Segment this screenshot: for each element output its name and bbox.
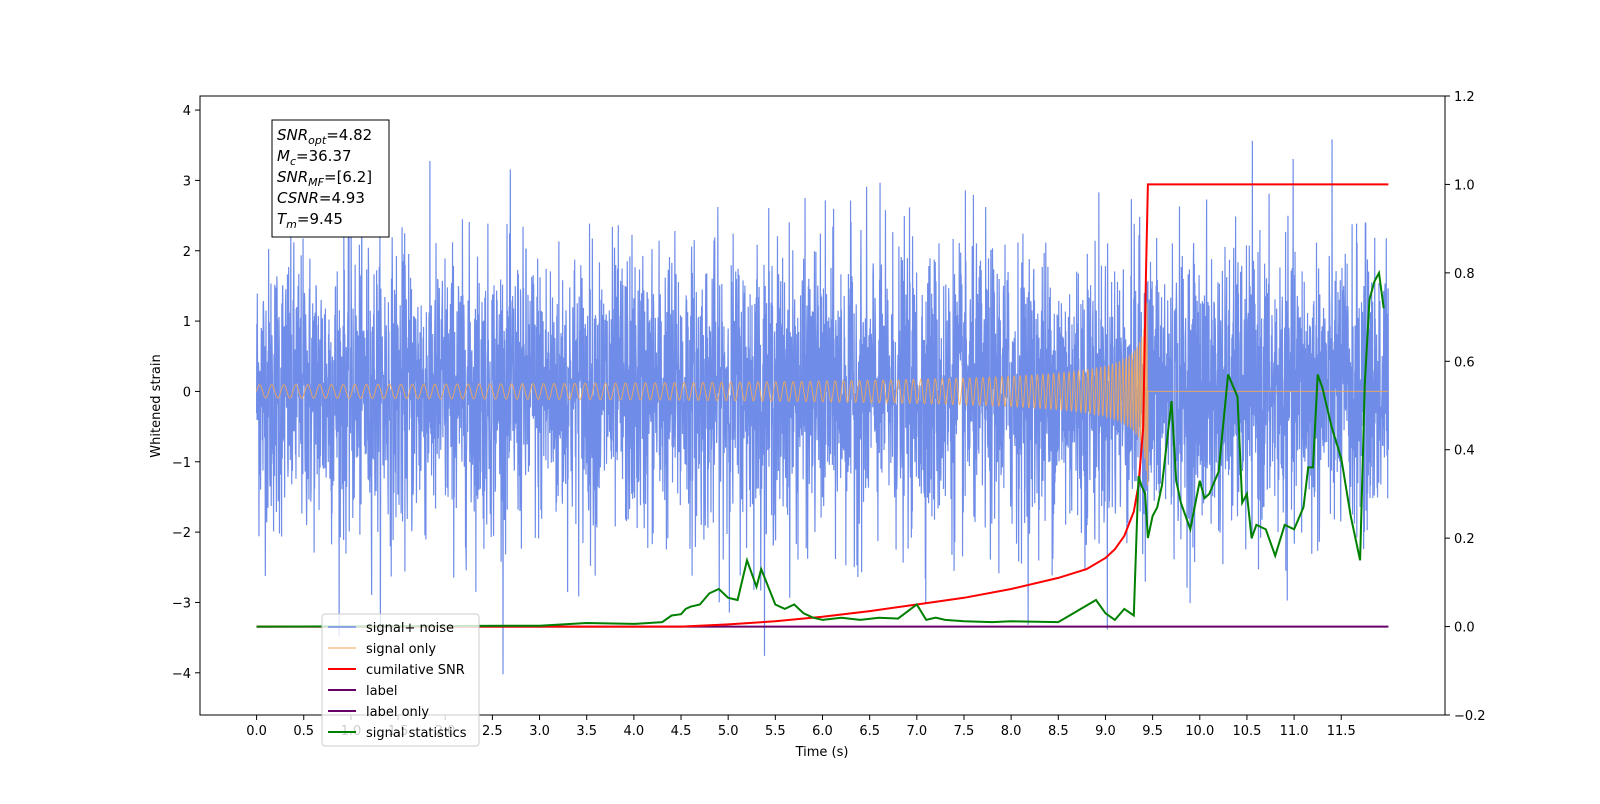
x-tick-label: 7.5 (954, 724, 975, 739)
x-tick-label: 0.0 (246, 724, 267, 739)
x-tick-label: 5.0 (718, 724, 739, 739)
x-tick-label: 4.5 (671, 724, 692, 739)
y-tick-label: 0 (183, 385, 191, 400)
y-tick-label: 4 (183, 104, 191, 119)
info-box-line: Mc=36.37 (277, 147, 352, 168)
y2-tick-label: 0.0 (1454, 621, 1475, 636)
legend-label: signal statistics (366, 726, 467, 741)
y2-tick-label: 0.4 (1454, 444, 1475, 459)
x-tick-label: 3.0 (529, 724, 550, 739)
y2-tick-label: 0.2 (1454, 532, 1475, 547)
x-tick-label: 11.0 (1280, 724, 1309, 739)
x-tick-label: 10.0 (1185, 724, 1214, 739)
y-tick-label: 2 (183, 245, 191, 260)
legend-label: signal+ noise (366, 621, 454, 636)
y-tick-label: 1 (183, 315, 191, 330)
y2-tick-label: 0.6 (1454, 355, 1475, 370)
legend-entry: label (328, 684, 397, 699)
plot-area (255, 139, 1390, 675)
series-signal-noise-line (255, 139, 1390, 675)
legend-entry: cumilative SNR (328, 663, 465, 678)
x-tick-label: 4.0 (624, 724, 645, 739)
x-tick-label: 2.5 (482, 724, 503, 739)
series-cumilative-snr-line (256, 183, 1389, 628)
y2-tick-label: 0.8 (1454, 267, 1475, 282)
info-box-frame (271, 119, 390, 238)
y-axis-label: Whitened strain (149, 354, 164, 457)
y-tick-label: −3 (172, 596, 191, 611)
y-tick-label: −1 (172, 456, 191, 471)
legend-entry: signal+ noise (328, 621, 454, 636)
x-tick-label: 5.5 (765, 724, 786, 739)
legend-label: signal only (366, 642, 436, 657)
info-box-line: CSNR=4.93 (277, 189, 365, 207)
x-axis-label: Time (s) (795, 745, 849, 760)
x-tick-label: 8.0 (1001, 724, 1022, 739)
legend-entry: signal only (328, 642, 436, 657)
y-tick-label: −2 (172, 526, 191, 541)
info-box-line: SNRopt=4.82 (277, 126, 372, 147)
info-box-line: SNRMF=[6.2] (277, 168, 372, 189)
legend: signal+ noise signal only cumilative SNR la… (321, 613, 480, 747)
x-tick-label: 0.5 (293, 724, 314, 739)
legend-frame (321, 613, 480, 747)
legend-entry: label only (328, 705, 429, 720)
y2-tick-label: −0.2 (1454, 709, 1486, 724)
legend-label: label only (366, 705, 429, 720)
x-tick-label: 7.0 (906, 724, 927, 739)
y2-tick-label: 1.0 (1454, 178, 1475, 193)
x-tick-label: 11.5 (1327, 724, 1356, 739)
y-tick-label: −4 (172, 667, 191, 682)
x-tick-label: 6.0 (812, 724, 833, 739)
x-tick-label: 9.0 (1095, 724, 1116, 739)
series-signal-only-line (256, 302, 1389, 486)
legend-label: cumilative SNR (366, 663, 465, 678)
y-tick-label: 3 (183, 174, 191, 189)
x-tick-label: 10.5 (1232, 724, 1261, 739)
x-tick-label: 8.5 (1048, 724, 1069, 739)
x-tick-label: 6.5 (859, 724, 880, 739)
x-tick-label: 3.5 (576, 724, 597, 739)
info-box-line: Tm=9.45 (277, 210, 343, 231)
legend-label: label (366, 684, 397, 699)
y2-tick-label: 1.2 (1454, 90, 1475, 105)
legend-entry: signal statistics (328, 726, 467, 741)
series-signal-statistics-line (256, 269, 1385, 628)
x-tick-label: 9.5 (1142, 724, 1163, 739)
